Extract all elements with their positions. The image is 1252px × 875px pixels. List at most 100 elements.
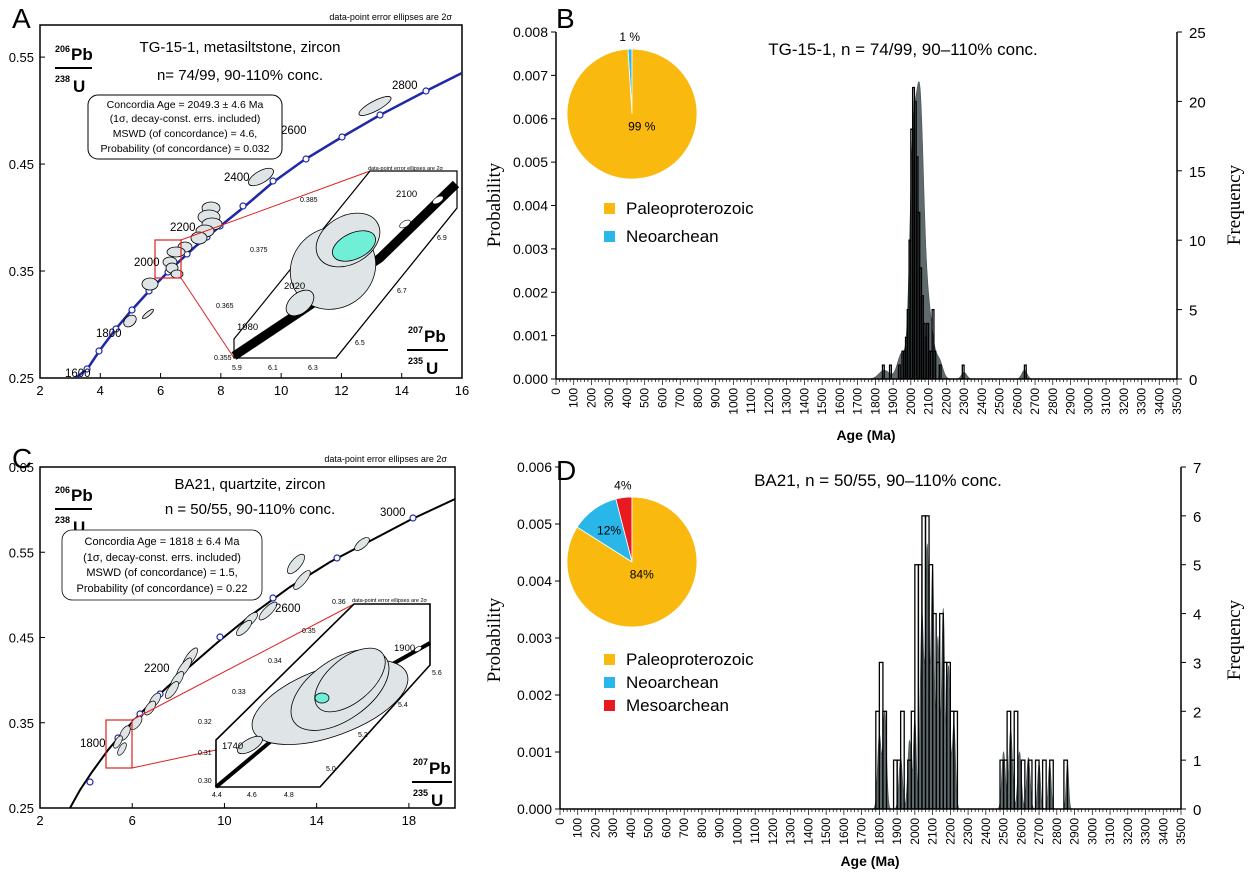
x-tick-label-d-12: 1200 bbox=[766, 818, 780, 845]
age-label-2000-a: 2000 bbox=[134, 257, 160, 269]
x-tick-label-d-27: 2700 bbox=[1032, 818, 1046, 845]
pie-slice-b-paleoproterozoic bbox=[566, 48, 698, 180]
y-label-el-c: Pb bbox=[71, 486, 93, 505]
y-tick-label-c-2: 0.45 bbox=[9, 631, 34, 646]
stats-line-2-a: (1σ, decay-const. errs. included) bbox=[110, 113, 261, 125]
y2-tick-label-b-4: 20 bbox=[1189, 94, 1206, 111]
inset-y-tick-c-7: 0.36 bbox=[332, 599, 346, 606]
x-tick-label-d-8: 800 bbox=[695, 818, 709, 838]
x-tick-label-b-11: 1100 bbox=[744, 388, 758, 414]
x-label-num-a: 207 bbox=[408, 325, 423, 335]
x-tick-label-d-23: 2300 bbox=[961, 818, 975, 845]
histogram-bar-d-25 bbox=[1020, 759, 1026, 809]
inset-x-tick-a-1: 5.9 bbox=[232, 365, 242, 372]
y2-tick-label-d-0: 0 bbox=[1193, 802, 1201, 819]
age-label-2800-a: 2800 bbox=[392, 80, 418, 92]
zoom-box-c bbox=[105, 719, 133, 769]
y-tick-label-a-1: 0.35 bbox=[9, 264, 34, 279]
x-tick-label-c-2: 10 bbox=[217, 813, 231, 828]
y-tick-label-b-4: 0.004 bbox=[513, 198, 548, 214]
x-tick-label-b-4: 400 bbox=[620, 388, 634, 408]
x-tick-label-d-26: 2600 bbox=[1014, 818, 1028, 845]
x-tick-label-b-0: 0 bbox=[549, 388, 563, 395]
histogram-bar-d-28 bbox=[1041, 759, 1047, 809]
y2-tick-label-d-4: 4 bbox=[1193, 607, 1201, 624]
x-label-den-el-c: U bbox=[431, 791, 443, 810]
x-label-den-c: 235 bbox=[413, 788, 428, 798]
x-tick-label-b-16: 1600 bbox=[833, 388, 847, 415]
panel-d: D 0.0000.0010.0020.0030.0040.0050.006012… bbox=[484, 455, 1245, 869]
kde-curve-b bbox=[839, 81, 1071, 379]
histogram-b bbox=[881, 86, 1027, 379]
y-tick-label-d-4: 0.004 bbox=[517, 573, 552, 589]
x-label-el-c: Pb bbox=[429, 759, 451, 778]
x-tick-label-b-34: 3400 bbox=[1152, 388, 1166, 415]
stats-line-3-c: MSWD (of concordance) = 1.5, bbox=[86, 567, 237, 579]
axes-d: 0.0000.0010.0020.0030.0040.0050.00601234… bbox=[517, 459, 1201, 845]
legend-label-d-paleoproterozoic: Paleoproterozoic bbox=[626, 650, 754, 669]
stats-line-4-a: Probability (of concordance) = 0.032 bbox=[101, 143, 270, 155]
pie-label-b-neoarchean: 1 % bbox=[619, 30, 640, 44]
axes-c: 2 6 10 14 18 0.25 0.35 0.45 0.55 0.65 bbox=[9, 460, 416, 828]
y-tick-label-d-2: 0.002 bbox=[517, 687, 552, 703]
x-tick-label-d-5: 500 bbox=[642, 818, 656, 838]
panel-label-d: D bbox=[556, 455, 576, 486]
y-tick-label-b-0: 0.000 bbox=[513, 371, 548, 387]
legend-swatch-b-paleoproterozoic bbox=[604, 203, 615, 214]
inset-age-1980-a: 1980 bbox=[237, 322, 258, 333]
x-tick-label-a-5: 12 bbox=[334, 383, 348, 398]
x-tick-label-d-13: 1300 bbox=[784, 818, 798, 845]
x-tick-label-b-22: 2200 bbox=[939, 388, 953, 415]
stats-box-a bbox=[87, 94, 283, 160]
x-tick-label-b-14: 1400 bbox=[797, 388, 811, 415]
histogram-bar-d-26 bbox=[1027, 759, 1033, 809]
y2-axis-label-b: Frequency bbox=[1224, 164, 1245, 245]
inset-x-tick-a-5: 6.7 bbox=[397, 288, 407, 295]
x-tick-label-a-0: 2 bbox=[36, 383, 43, 398]
inset-x-tick-c-1: 4.4 bbox=[212, 792, 222, 799]
histogram-bar-d-29 bbox=[1049, 759, 1054, 809]
x-tick-label-d-14: 1400 bbox=[801, 818, 815, 845]
y-tick-label-b-8: 0.008 bbox=[513, 24, 548, 40]
stats-line-2-c: (1σ, decay-const. errs. included) bbox=[83, 552, 241, 564]
pie-slice-d-paleoproterozoic bbox=[566, 496, 698, 628]
age-label-2200-c: 2200 bbox=[144, 663, 170, 675]
x-tick-label-b-8: 800 bbox=[691, 388, 705, 408]
y-tick-label-b-7: 0.007 bbox=[513, 67, 548, 83]
inset-x-tick-a-2: 6.1 bbox=[268, 365, 278, 372]
stats-line-3-a: MSWD (of concordance) = 4.6, bbox=[113, 128, 257, 140]
inset-a: data-point error ellipses are 2σ 1980 20… bbox=[214, 166, 460, 372]
x-tick-label-b-3: 300 bbox=[602, 388, 616, 408]
x-tick-label-b-31: 3100 bbox=[1099, 388, 1113, 415]
inset-x-tick-c-4: 5.0 bbox=[326, 766, 336, 773]
y-tick-label-b-2: 0.002 bbox=[513, 284, 548, 300]
axes-a: 2 4 6 8 10 12 14 16 0.25 0.35 0.45 0.55 bbox=[9, 50, 470, 398]
panel-label-b: B bbox=[556, 3, 575, 34]
x-tick-label-d-11: 1100 bbox=[748, 818, 762, 844]
y-label-el-a: Pb bbox=[71, 45, 93, 64]
y-tick-label-c-3: 0.55 bbox=[9, 545, 34, 560]
x-tick-label-d-1: 100 bbox=[571, 818, 585, 838]
x-tick-label-b-30: 3000 bbox=[1081, 388, 1095, 415]
y-tick-label-d-3: 0.003 bbox=[517, 630, 552, 646]
legend-swatch-b-neoarchean bbox=[604, 231, 615, 242]
y-tick-label-b-5: 0.005 bbox=[513, 154, 548, 170]
x-tick-label-b-28: 2800 bbox=[1046, 388, 1060, 415]
x-axis-label-b: Age (Ma) bbox=[836, 427, 895, 443]
histogram-bar-b-20 bbox=[931, 308, 935, 379]
y-tick-label-d-6: 0.006 bbox=[517, 459, 552, 475]
x-tick-label-b-23: 2300 bbox=[957, 388, 971, 415]
x-tick-label-c-0: 2 bbox=[36, 813, 43, 828]
y2-tick-label-b-3: 15 bbox=[1189, 164, 1206, 181]
inset-x-tick-c-6: 5.4 bbox=[398, 702, 408, 709]
concordia-age-ellipse-a bbox=[332, 230, 376, 262]
inset-y-tick-a-1: 0.355 bbox=[214, 355, 232, 362]
x-tick-label-d-28: 2800 bbox=[1050, 818, 1064, 845]
inset-y-tick-c-4: 0.33 bbox=[232, 689, 246, 696]
x-tick-label-b-18: 1800 bbox=[868, 388, 882, 415]
x-tick-label-a-2: 6 bbox=[157, 383, 164, 398]
kde-area-b bbox=[839, 81, 1071, 379]
x-tick-label-d-6: 600 bbox=[659, 818, 673, 838]
concordia-age-ellipse-c bbox=[314, 692, 330, 704]
x-tick-label-d-32: 3200 bbox=[1121, 818, 1135, 845]
